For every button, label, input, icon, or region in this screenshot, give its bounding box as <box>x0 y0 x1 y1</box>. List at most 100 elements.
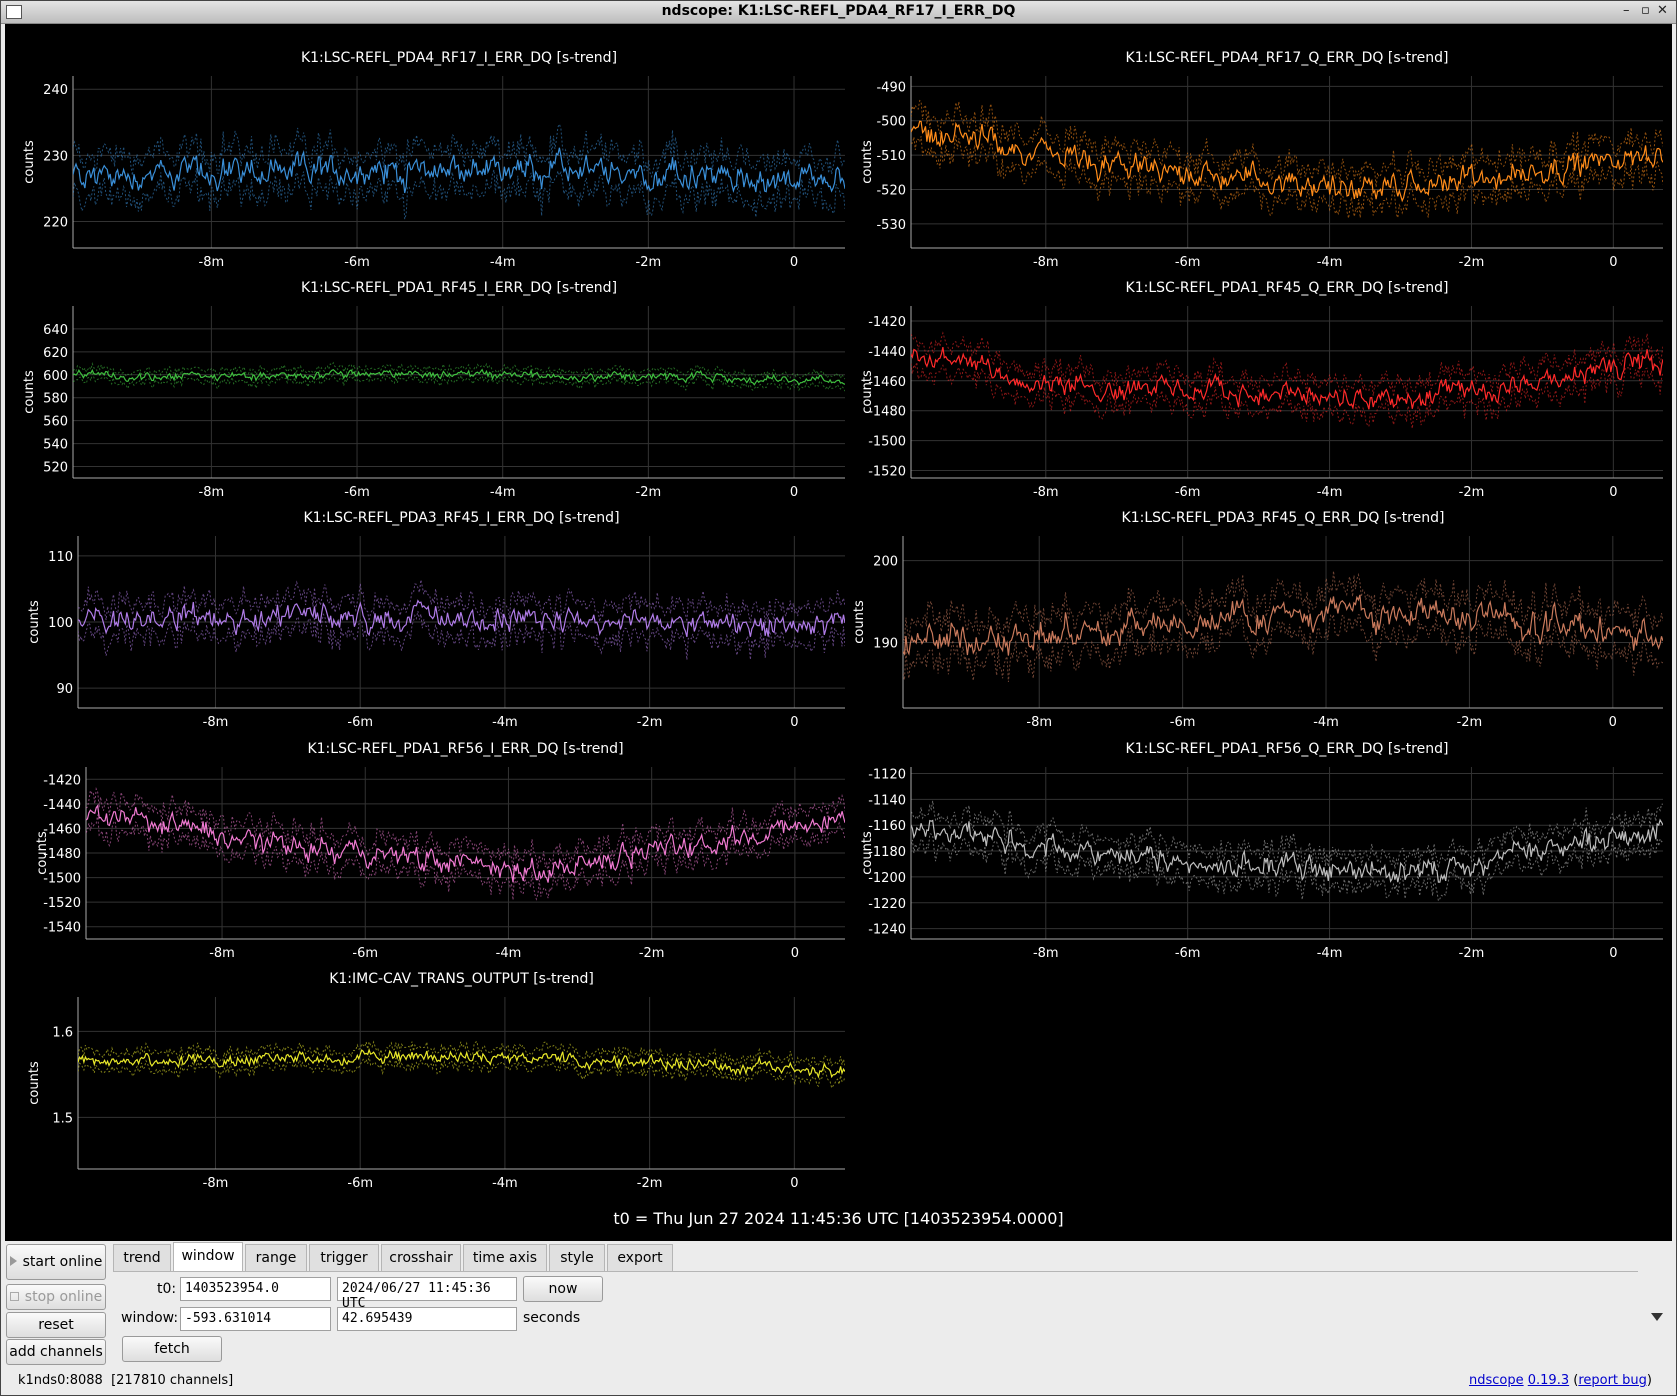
series-max-line <box>78 579 845 626</box>
y-tick-label: -1420 <box>43 773 81 788</box>
tab-style[interactable]: style <box>549 1244 605 1271</box>
y-tick-label: -1160 <box>868 819 906 834</box>
play-icon <box>9 1256 17 1266</box>
y-tick-label: -500 <box>876 115 906 130</box>
plot-8: K1:LSC-REFL_PDA1_RF56_Q_ERR_DQ [s-trend]… <box>860 741 1663 961</box>
version-links: ndscope 0.19.3 (report bug) <box>1468 1373 1652 1388</box>
series-max-line <box>911 331 1663 397</box>
x-tick-label: -6m <box>352 946 378 961</box>
series-max-line <box>911 800 1663 871</box>
x-tick-label: 0 <box>1609 485 1617 500</box>
x-tick-label: 0 <box>1609 946 1617 961</box>
minimize-icon[interactable]: – <box>1623 3 1630 18</box>
y-axis-label: counts <box>27 1061 42 1105</box>
x-tick-label: -2m <box>1459 946 1485 961</box>
series-min-line <box>78 1055 845 1090</box>
y-tick-label: -1200 <box>868 871 906 886</box>
y-tick-label: 580 <box>43 392 68 407</box>
x-tick-label: -8m <box>209 946 235 961</box>
ndscope-link[interactable]: ndscope <box>1468 1373 1524 1388</box>
y-tick-label: -1440 <box>43 798 81 813</box>
x-tick-label: -4m <box>492 1176 518 1191</box>
series-min-line <box>911 833 1663 903</box>
y-tick-label: 560 <box>43 415 68 430</box>
x-tick-label: -6m <box>1175 255 1201 270</box>
series-max-line <box>78 1040 845 1069</box>
x-tick-label: -8m <box>203 1176 229 1191</box>
x-tick-label: 0 <box>1609 715 1617 730</box>
report-bug-link[interactable]: report bug <box>1578 1373 1647 1388</box>
tab-trend[interactable]: trend <box>113 1244 171 1271</box>
series-min-line <box>78 611 845 660</box>
y-tick-label: 1.6 <box>52 1025 73 1040</box>
tab-window[interactable]: window <box>173 1242 243 1272</box>
plot-2: K1:LSC-REFL_PDA4_RF17_Q_ERR_DQ [s-trend]… <box>860 50 1663 270</box>
t0-readout: t0 = Thu Jun 27 2024 11:45:36 UTC [14035… <box>613 1209 1064 1228</box>
y-tick-label: -1540 <box>43 921 81 936</box>
series-max-line <box>73 122 845 179</box>
plot-9: K1:IMC-CAV_TRANS_OUTPUT [s-trend] -8m -6m -… <box>27 971 845 1191</box>
plot-title: K1:LSC-REFL_PDA3_RF45_Q_ERR_DQ [s-trend] <box>1122 510 1445 526</box>
reset-button[interactable]: reset <box>6 1312 106 1338</box>
tab-export[interactable]: export <box>607 1244 673 1271</box>
y-axis-label: counts <box>852 600 867 644</box>
series-min-line <box>911 134 1663 219</box>
collapse-arrow-icon[interactable] <box>1651 1313 1663 1321</box>
tab-range[interactable]: range <box>245 1244 307 1271</box>
y-tick-label: -1120 <box>868 767 906 782</box>
y-tick-label: 230 <box>43 149 68 164</box>
y-tick-label: 520 <box>43 461 68 476</box>
window-end-field[interactable]: 42.695439 <box>337 1307 517 1331</box>
y-tick-label: 110 <box>48 550 73 565</box>
plot-title: K1:LSC-REFL_PDA4_RF17_I_ERR_DQ [s-trend] <box>301 50 617 66</box>
y-tick-label: 100 <box>48 616 73 631</box>
tab-trigger[interactable]: trigger <box>309 1244 379 1271</box>
series-mean-line <box>86 804 845 883</box>
plot-title: K1:LSC-REFL_PDA3_RF45_I_ERR_DQ [s-trend] <box>303 510 619 526</box>
plot-title: K1:LSC-REFL_PDA1_RF45_I_ERR_DQ [s-trend] <box>301 280 617 296</box>
plot-grid[interactable]: K1:LSC-REFL_PDA4_RF17_I_ERR_DQ [s-trend]… <box>5 24 1672 1204</box>
y-tick-label: -1480 <box>868 405 906 420</box>
y-tick-label: -510 <box>876 149 906 164</box>
x-tick-label: -6m <box>347 715 373 730</box>
y-tick-label: 220 <box>43 216 68 231</box>
plot-title: K1:LSC-REFL_PDA1_RF56_Q_ERR_DQ [s-trend] <box>1126 741 1449 757</box>
series-mean-line <box>911 818 1663 883</box>
add-channels-button[interactable]: add channels <box>6 1339 106 1365</box>
y-tick-label: -1420 <box>868 315 906 330</box>
window-start-field[interactable]: -593.631014 <box>180 1307 331 1331</box>
version-link[interactable]: 0.19.3 <box>1527 1373 1570 1388</box>
x-tick-label: -2m <box>637 715 663 730</box>
x-tick-label: -2m <box>637 1176 663 1191</box>
y-tick-label: 620 <box>43 346 68 361</box>
y-tick-label: -1500 <box>43 872 81 887</box>
x-tick-label: -8m <box>1033 946 1059 961</box>
t0-utc-field[interactable]: 2024/06/27 11:45:36 UTC <box>337 1277 517 1311</box>
close-icon[interactable]: ✕ <box>1657 3 1668 18</box>
y-tick-label: -1180 <box>868 845 906 860</box>
stop-online-button[interactable]: stop online <box>6 1284 106 1310</box>
window-menu-icon[interactable] <box>6 5 22 19</box>
x-tick-label: -2m <box>636 485 662 500</box>
plot-3: K1:LSC-REFL_PDA1_RF45_I_ERR_DQ [s-trend]… <box>22 280 845 500</box>
y-tick-label: 540 <box>43 438 68 453</box>
start-online-button[interactable]: start online <box>6 1244 106 1280</box>
x-tick-label: -6m <box>1170 715 1196 730</box>
plot-title: K1:LSC-REFL_PDA4_RF17_Q_ERR_DQ [s-trend] <box>1126 50 1449 66</box>
x-tick-label: 0 <box>1609 255 1617 270</box>
series-mean-line <box>78 1048 845 1079</box>
y-tick-label: -1480 <box>43 847 81 862</box>
x-tick-label: -2m <box>636 255 662 270</box>
x-tick-label: -8m <box>199 485 225 500</box>
y-tick-label: 90 <box>56 682 73 697</box>
x-tick-label: -4m <box>1313 715 1339 730</box>
maximize-icon[interactable]: ▫ <box>1641 3 1650 18</box>
tab-crosshair[interactable]: crosshair <box>381 1244 461 1271</box>
x-tick-label: -2m <box>1459 255 1485 270</box>
tab-time-axis[interactable]: time axis <box>463 1244 547 1271</box>
now-button[interactable]: now <box>523 1276 603 1302</box>
y-tick-label: -490 <box>876 80 906 95</box>
plot-1: K1:LSC-REFL_PDA4_RF17_I_ERR_DQ [s-trend]… <box>22 50 845 270</box>
t0-gps-field[interactable]: 1403523954.0 <box>180 1277 331 1301</box>
fetch-button[interactable]: fetch <box>122 1336 222 1362</box>
